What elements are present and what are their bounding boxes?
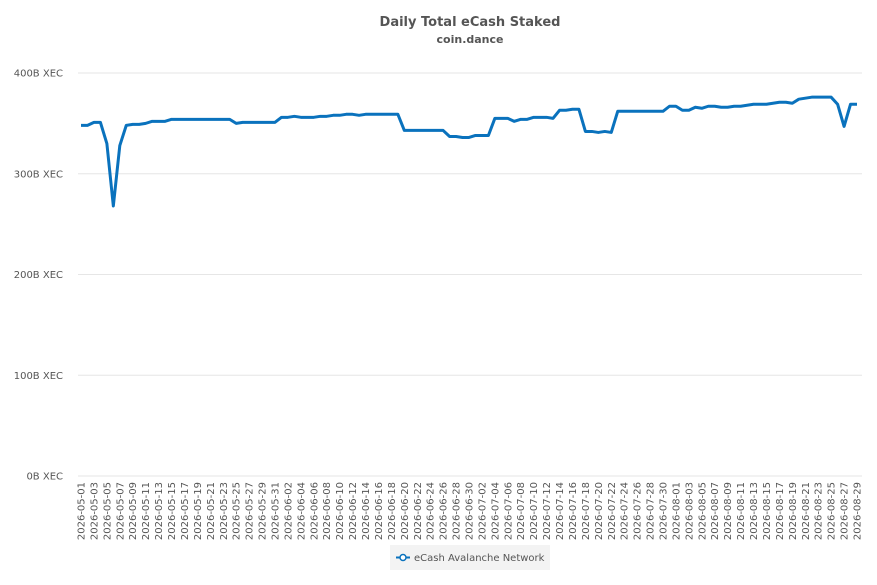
x-tick-label: 2026-05-07 — [115, 482, 126, 540]
x-tick-label: 2026-05-09 — [128, 482, 139, 540]
x-tick-label: 2026-05-17 — [180, 482, 191, 540]
x-tick-label: 2026-07-26 — [633, 482, 644, 540]
x-tick-label: 2026-05-29 — [258, 482, 269, 540]
x-tick-label: 2026-07-20 — [594, 482, 605, 540]
x-tick-label: 2026-06-06 — [309, 482, 320, 540]
x-tick-label: 2026-05-01 — [77, 482, 88, 540]
x-tick-label: 2026-08-01 — [671, 482, 682, 540]
x-tick-label: 2026-06-12 — [348, 482, 359, 540]
x-tick-label: 2026-06-28 — [452, 482, 463, 540]
x-tick-label: 2026-07-16 — [568, 482, 579, 540]
x-tick-label: 2026-08-13 — [749, 482, 760, 540]
legend-label: eCash Avalanche Network — [414, 553, 545, 564]
x-tick-label: 2026-06-14 — [361, 482, 372, 540]
x-tick-label: 2026-08-03 — [684, 482, 695, 540]
x-tick-label: 2026-07-06 — [503, 482, 514, 540]
x-tick-label: 2026-08-19 — [788, 482, 799, 540]
series-line — [81, 95, 857, 208]
x-tick-label: 2026-06-20 — [400, 482, 411, 540]
x-tick-label: 2026-06-02 — [283, 482, 294, 540]
x-tick-label: 2026-08-11 — [736, 482, 747, 540]
x-tick-label: 2026-07-24 — [620, 482, 631, 540]
x-tick-label: 2026-06-10 — [335, 482, 346, 540]
x-tick-label: 2026-08-07 — [710, 482, 721, 540]
legend-box — [390, 545, 550, 570]
x-tick-label: 2026-06-18 — [387, 482, 398, 540]
x-tick-label: 2026-07-30 — [659, 482, 670, 540]
x-tick-label: 2026-05-03 — [89, 482, 100, 540]
chart-subtitle: coin.dance — [437, 33, 504, 46]
x-tick-label: 2026-05-31 — [271, 482, 282, 540]
y-tick-label: 100B XEC — [14, 371, 63, 382]
legend-marker — [399, 553, 407, 562]
x-tick-label: 2026-08-25 — [827, 482, 838, 540]
x-tick-label: 2026-08-29 — [853, 482, 864, 540]
x-tick-label: 2026-06-08 — [322, 482, 333, 540]
x-tick-label: 2026-07-18 — [581, 482, 592, 540]
x-tick-label: 2026-06-16 — [374, 482, 385, 540]
x-tick-label: 2026-05-13 — [154, 482, 165, 540]
x-tick-label: 2026-07-12 — [542, 482, 553, 540]
x-tick-label: 2026-07-04 — [490, 482, 501, 540]
x-tick-label: 2026-07-02 — [477, 482, 488, 540]
x-tick-label: 2026-05-21 — [206, 482, 217, 540]
x-tick-label: 2026-05-11 — [141, 482, 152, 540]
x-tick-label: 2026-06-30 — [465, 482, 476, 540]
x-tick-label: 2026-08-09 — [723, 482, 734, 540]
x-tick-label: 2026-08-23 — [814, 482, 825, 540]
x-tick-label: 2026-07-28 — [646, 482, 657, 540]
x-tick-label: 2026-05-23 — [219, 482, 230, 540]
x-tick-label: 2026-07-08 — [516, 482, 527, 540]
x-tick-label: 2026-06-26 — [439, 482, 450, 540]
x-tick-label: 2026-06-04 — [296, 482, 307, 540]
x-tick-label: 2026-07-14 — [555, 482, 566, 540]
x-tick-label: 2026-05-15 — [167, 482, 178, 540]
x-tick-label: 2026-05-25 — [232, 482, 243, 540]
x-tick-label: 2026-08-15 — [762, 482, 773, 540]
y-tick-label: 400B XEC — [14, 69, 63, 80]
x-tick-label: 2026-05-05 — [102, 482, 113, 540]
legend: eCash Avalanche Network — [390, 545, 550, 570]
chart-title: Daily Total eCash Staked — [380, 15, 561, 30]
x-tick-label: 2026-05-27 — [245, 482, 256, 540]
x-tick-label: 2026-08-21 — [801, 482, 812, 540]
x-tick-label: 2026-08-17 — [775, 482, 786, 540]
y-tick-label: 300B XEC — [14, 169, 63, 180]
x-tick-label: 2026-06-22 — [413, 482, 424, 540]
y-tick-label: 0B XEC — [26, 472, 63, 483]
x-tick-label: 2026-07-22 — [607, 482, 618, 540]
x-tick-label: 2026-07-10 — [529, 482, 540, 540]
y-tick-label: 200B XEC — [14, 270, 63, 281]
x-tick-label: 2026-08-05 — [697, 482, 708, 540]
x-tick-label: 2026-06-24 — [426, 482, 437, 540]
x-tick-label: 2026-08-27 — [840, 482, 851, 540]
x-tick-label: 2026-05-19 — [193, 482, 204, 540]
